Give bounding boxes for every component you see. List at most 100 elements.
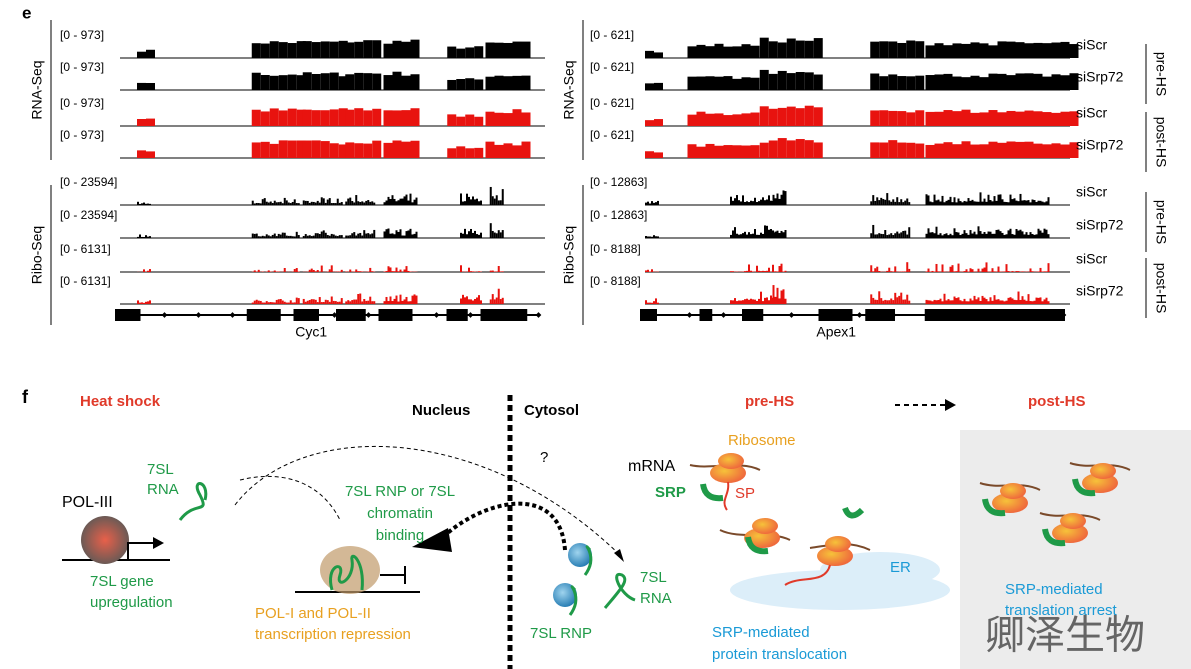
coverage-bar: [279, 298, 282, 304]
coverage-bar: [499, 299, 502, 304]
coverage-bar: [782, 190, 785, 205]
coverage-bar: [1033, 300, 1036, 304]
label: ?: [540, 449, 548, 466]
coverage-bar: [372, 140, 382, 158]
coverage-bar: [293, 236, 296, 238]
coverage-bar: [489, 223, 492, 238]
coverage-bar: [371, 233, 374, 238]
coverage-bar: [281, 300, 284, 304]
assay-label: RNA-Seq: [561, 60, 577, 119]
coverage-bar: [365, 200, 368, 205]
coverage-bar: [1027, 294, 1030, 304]
coverage-bar: [813, 38, 823, 58]
coverage-bar: [310, 299, 313, 304]
coverage-bar: [289, 300, 292, 304]
coverage-bar: [777, 138, 787, 158]
coverage-bar: [306, 200, 309, 205]
coverage-bar: [491, 294, 494, 304]
coverage-bar: [971, 269, 974, 272]
coverage-bar: [896, 297, 899, 304]
coverage-bar: [645, 151, 654, 158]
coverage-bar: [872, 297, 875, 304]
coverage-bar: [975, 201, 978, 205]
coverage-bar: [259, 300, 262, 304]
ribosome: [752, 518, 778, 534]
label: POL-III: [62, 494, 113, 511]
exon: [115, 309, 141, 321]
coverage-bar: [882, 234, 885, 238]
coverage-bar: [995, 200, 998, 205]
coverage-bar: [989, 231, 992, 238]
strand-mark: [754, 312, 761, 318]
coverage-bar: [705, 113, 715, 126]
coverage-bar: [493, 271, 496, 272]
coverage-bar: [353, 299, 356, 304]
sample-label: siScr: [1076, 37, 1107, 53]
coverage-bar: [328, 301, 331, 304]
watermark: 卿泽生物: [985, 614, 1145, 658]
coverage-bar: [1009, 228, 1012, 238]
coverage-bar: [363, 40, 373, 58]
coverage-bar: [357, 201, 360, 205]
strand-mark: [501, 312, 508, 318]
condition-label: post-HS: [1153, 117, 1169, 168]
strand-mark: [958, 312, 965, 318]
coverage-bar: [965, 269, 968, 272]
coverage-bar: [900, 292, 903, 304]
coverage-bar: [744, 271, 746, 272]
coverage-bar: [466, 234, 468, 238]
coverage-bar: [494, 75, 504, 90]
coverage-bar: [287, 140, 297, 158]
strand-mark: [331, 312, 338, 318]
coverage-bar: [465, 47, 475, 58]
coverage-bar: [1060, 75, 1070, 90]
coverage-bar: [730, 300, 732, 304]
coverage-bar: [1006, 110, 1016, 126]
coverage-bar: [302, 236, 305, 238]
range-label: [0 - 8188]: [590, 242, 641, 256]
coverage-bar: [894, 233, 897, 238]
coverage-bar: [139, 203, 141, 205]
coverage-bar: [260, 141, 270, 158]
coverage-bar: [489, 270, 492, 272]
coverage-bar: [987, 301, 990, 304]
coverage-bar: [278, 110, 288, 126]
coverage-bar: [904, 230, 907, 238]
coverage-bar: [888, 200, 891, 205]
coverage-bar: [870, 142, 880, 158]
coverage-bar: [961, 43, 971, 58]
coverage-bar: [934, 143, 944, 158]
coverage-bar: [336, 271, 339, 272]
coverage-bar: [872, 195, 875, 205]
coverage-bar: [493, 198, 496, 205]
coverage-bar: [931, 202, 934, 205]
coverage-bar: [329, 41, 339, 58]
coverage-bar: [1007, 297, 1010, 304]
coverage-bar: [277, 233, 280, 238]
coverage-bar: [742, 300, 744, 304]
coverage-bar: [772, 271, 775, 272]
coverage-bar: [876, 197, 879, 205]
coverage-bar: [754, 229, 756, 238]
coverage-bar: [768, 73, 778, 90]
coverage-bar: [959, 235, 962, 238]
coverage-bar: [778, 233, 781, 238]
coverage-bar: [1005, 234, 1008, 238]
coverage-bar: [269, 75, 279, 90]
coverage-bar: [730, 196, 732, 205]
coverage-bar: [999, 194, 1002, 205]
coverage-bar: [494, 144, 504, 158]
coverage-bar: [959, 300, 962, 304]
coverage-bar: [462, 201, 464, 205]
coverage-bar: [251, 72, 261, 90]
coverage-bar: [645, 270, 647, 272]
coverage-bar: [293, 199, 296, 205]
coverage-bar: [278, 75, 288, 90]
coverage-bar: [714, 43, 724, 58]
coverage-bar: [497, 288, 500, 304]
coverage-bar: [1060, 41, 1070, 58]
coverage-bar: [759, 37, 769, 58]
coverage-bar: [345, 109, 355, 126]
coverage-bar: [971, 199, 974, 205]
coverage-bar: [405, 266, 408, 272]
